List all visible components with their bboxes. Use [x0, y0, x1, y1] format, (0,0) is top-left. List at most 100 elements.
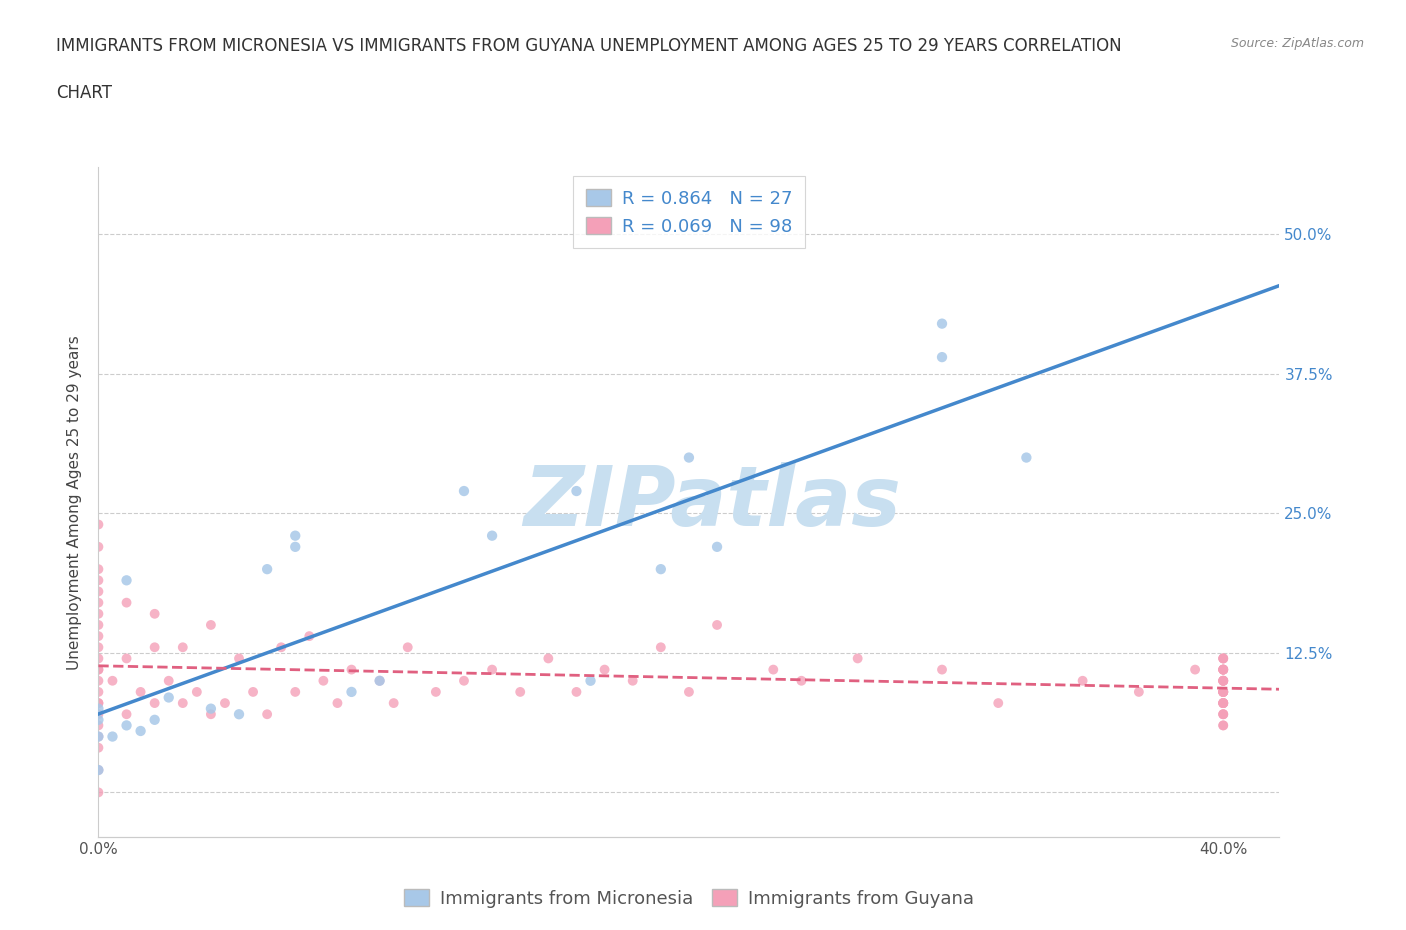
Point — [762, 662, 785, 677]
Point — [453, 673, 475, 688]
Point — [931, 350, 953, 365]
Point — [87, 763, 110, 777]
Point — [1212, 673, 1234, 688]
Point — [1212, 696, 1234, 711]
Point — [228, 707, 250, 722]
Point — [87, 718, 110, 733]
Point — [340, 662, 363, 677]
Point — [143, 696, 166, 711]
Point — [1212, 651, 1234, 666]
Point — [87, 729, 110, 744]
Point — [1212, 662, 1234, 677]
Point — [1212, 684, 1234, 699]
Point — [678, 684, 700, 699]
Point — [1212, 696, 1234, 711]
Point — [790, 673, 813, 688]
Point — [228, 651, 250, 666]
Point — [1212, 684, 1234, 699]
Point — [1212, 718, 1234, 733]
Point — [87, 662, 110, 677]
Point — [1212, 651, 1234, 666]
Point — [186, 684, 208, 699]
Point — [214, 696, 236, 711]
Point — [157, 690, 180, 705]
Point — [87, 673, 110, 688]
Point — [87, 712, 110, 727]
Point — [87, 539, 110, 554]
Point — [1184, 662, 1206, 677]
Point — [368, 673, 391, 688]
Point — [565, 484, 588, 498]
Point — [87, 651, 110, 666]
Point — [87, 629, 110, 644]
Point — [87, 573, 110, 588]
Point — [1212, 696, 1234, 711]
Point — [1212, 684, 1234, 699]
Point — [101, 729, 124, 744]
Text: Source: ZipAtlas.com: Source: ZipAtlas.com — [1230, 37, 1364, 50]
Point — [650, 640, 672, 655]
Point — [678, 450, 700, 465]
Point — [1212, 707, 1234, 722]
Point — [509, 684, 531, 699]
Point — [1212, 684, 1234, 699]
Point — [87, 562, 110, 577]
Point — [931, 662, 953, 677]
Point — [425, 684, 447, 699]
Point — [1212, 662, 1234, 677]
Point — [87, 729, 110, 744]
Point — [87, 763, 110, 777]
Point — [481, 528, 503, 543]
Point — [284, 539, 307, 554]
Point — [340, 684, 363, 699]
Point — [87, 696, 110, 711]
Point — [1212, 718, 1234, 733]
Point — [846, 651, 869, 666]
Text: IMMIGRANTS FROM MICRONESIA VS IMMIGRANTS FROM GUYANA UNEMPLOYMENT AMONG AGES 25 : IMMIGRANTS FROM MICRONESIA VS IMMIGRANTS… — [56, 37, 1122, 55]
Point — [115, 573, 138, 588]
Point — [987, 696, 1010, 711]
Point — [1212, 707, 1234, 722]
Point — [396, 640, 419, 655]
Point — [1212, 696, 1234, 711]
Point — [115, 595, 138, 610]
Point — [565, 684, 588, 699]
Point — [87, 606, 110, 621]
Point — [129, 724, 152, 738]
Point — [1128, 684, 1150, 699]
Point — [242, 684, 264, 699]
Point — [1212, 651, 1234, 666]
Point — [1212, 684, 1234, 699]
Point — [87, 662, 110, 677]
Point — [143, 712, 166, 727]
Point — [172, 696, 194, 711]
Point — [87, 740, 110, 755]
Y-axis label: Unemployment Among Ages 25 to 29 years: Unemployment Among Ages 25 to 29 years — [67, 335, 83, 670]
Point — [87, 701, 110, 716]
Point — [706, 539, 728, 554]
Point — [1212, 673, 1234, 688]
Point — [1212, 662, 1234, 677]
Point — [200, 618, 222, 632]
Point — [1212, 662, 1234, 677]
Point — [1212, 707, 1234, 722]
Point — [481, 662, 503, 677]
Point — [382, 696, 405, 711]
Point — [593, 662, 616, 677]
Point — [87, 584, 110, 599]
Point — [87, 707, 110, 722]
Point — [326, 696, 349, 711]
Point — [284, 528, 307, 543]
Point — [256, 562, 278, 577]
Point — [256, 707, 278, 722]
Point — [931, 316, 953, 331]
Point — [115, 707, 138, 722]
Point — [115, 718, 138, 733]
Point — [87, 640, 110, 655]
Point — [87, 517, 110, 532]
Point — [157, 673, 180, 688]
Point — [115, 651, 138, 666]
Point — [270, 640, 292, 655]
Point — [143, 606, 166, 621]
Point — [1071, 673, 1094, 688]
